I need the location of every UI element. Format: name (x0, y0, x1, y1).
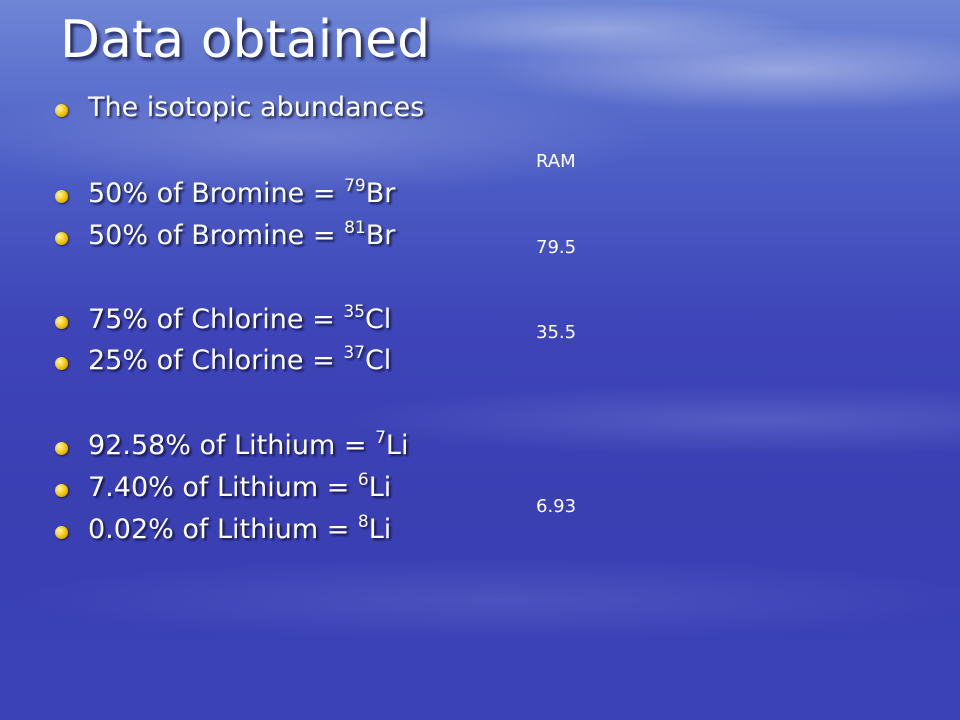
bullet-text: 75% of Chlorine = (88, 304, 344, 335)
ram-label: RAM (536, 151, 576, 172)
bullet (55, 316, 68, 329)
mass-number: 79 (344, 176, 366, 196)
bullet-item: 7.40% of Lithium = 6Li (88, 470, 392, 504)
slide-title: Data obtained (60, 10, 431, 70)
bullet-item: 75% of Chlorine = 35Cl (88, 302, 392, 336)
bullet-text: The isotopic abundances (88, 92, 425, 123)
bullet (55, 232, 68, 245)
element-symbol: Br (365, 178, 396, 209)
ram-value: 6.93 (536, 496, 577, 517)
bullet-item: 92.58% of Lithium = 7Li (88, 428, 409, 462)
bullet (55, 357, 68, 370)
bullet-text: 25% of Chlorine = (88, 345, 344, 376)
bullet-item: 0.02% of Lithium = 8Li (88, 512, 392, 546)
ram-value: 79.5 (536, 237, 577, 258)
element-symbol: Br (365, 220, 396, 251)
mass-number: 8 (357, 512, 369, 532)
mass-number: 81 (344, 218, 366, 238)
bullet-text: 50% of Bromine = (88, 220, 345, 251)
element-symbol: Cl (364, 304, 392, 335)
bullet-text: 7.40% of Lithium = (88, 472, 358, 503)
bullet-item: 50% of Bromine = 79Br (88, 176, 396, 210)
mass-number: 35 (343, 302, 365, 322)
bullet-text: 50% of Bromine = (88, 178, 345, 209)
element-symbol: Li (368, 514, 392, 545)
bullet (55, 484, 68, 497)
bullet-item: 50% of Bromine = 81Br (88, 218, 396, 252)
bullet (55, 526, 68, 539)
mass-number: 7 (375, 428, 386, 448)
bullet (55, 442, 68, 455)
bullet (55, 104, 68, 117)
bullet-item: The isotopic abundances (88, 92, 424, 123)
bullet (55, 190, 68, 203)
ram-value: 35.5 (536, 322, 577, 343)
element-symbol: Cl (364, 345, 392, 376)
bullet-text: 92.58% of Lithium = (88, 430, 376, 461)
mass-number: 6 (357, 470, 369, 490)
element-symbol: Li (368, 472, 392, 503)
element-symbol: Li (385, 430, 409, 461)
bullet-text: 0.02% of Lithium = (88, 514, 358, 545)
bullet-item: 25% of Chlorine = 37Cl (88, 343, 392, 377)
mass-number: 37 (343, 343, 365, 363)
